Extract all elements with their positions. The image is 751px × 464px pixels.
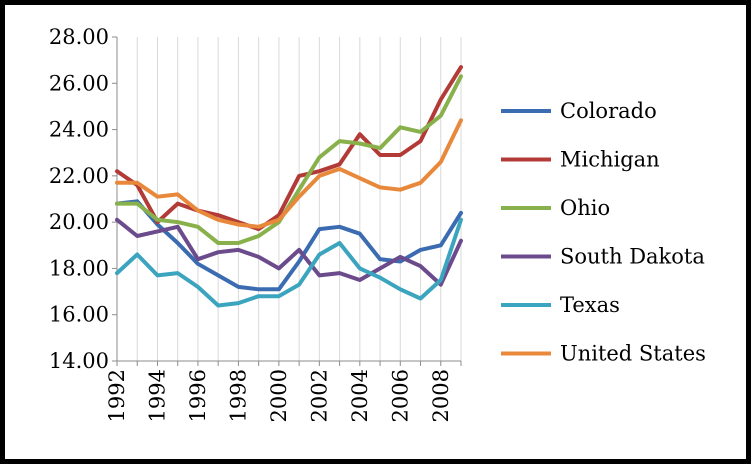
y-tick-label: 14.00 — [49, 349, 109, 373]
y-tick-label: 26.00 — [49, 71, 109, 95]
x-tick-label: 2008 — [429, 369, 453, 422]
y-tick-label: 20.00 — [49, 210, 109, 234]
legend-label-south-dakota: South Dakota — [560, 245, 705, 269]
y-tick-label: 28.00 — [49, 25, 109, 49]
x-tick-label: 1998 — [226, 369, 250, 422]
series-line-michigan — [115, 65, 463, 232]
series-lines — [115, 65, 463, 308]
x-tick-label: 1996 — [186, 369, 210, 422]
x-tick-label: 1994 — [145, 369, 169, 422]
legend: Colorado Michigan Ohio South Dakota Texas Uni… — [501, 99, 706, 366]
y-tick-label: 16.00 — [49, 303, 109, 327]
series-line-south-dakota — [115, 217, 463, 287]
x-tick-label: 2002 — [307, 369, 331, 422]
x-tick-label: 2004 — [348, 369, 372, 422]
x-tick-label: 2006 — [388, 369, 412, 422]
y-tick-label: 24.00 — [49, 118, 109, 142]
legend-label-michigan: Michigan — [560, 148, 660, 172]
x-tick-label: 1992 — [105, 369, 129, 422]
x-tick-label: 2000 — [267, 369, 291, 422]
y-tick-label: 22.00 — [49, 164, 109, 188]
legend-label-united-states: United States — [560, 342, 706, 366]
series-line-ohio — [115, 74, 463, 245]
series-line-texas — [115, 217, 463, 308]
y-tick-label: 18.00 — [49, 256, 109, 280]
legend-label-ohio: Ohio — [560, 196, 610, 220]
legend-label-texas: Texas — [560, 293, 620, 317]
axes: 14.00 16.00 18.00 20.00 22.00 24.00 26.00 28.00… — [49, 25, 462, 422]
legend-label-colorado: Colorado — [560, 99, 657, 123]
series-line-united-states — [115, 118, 463, 229]
